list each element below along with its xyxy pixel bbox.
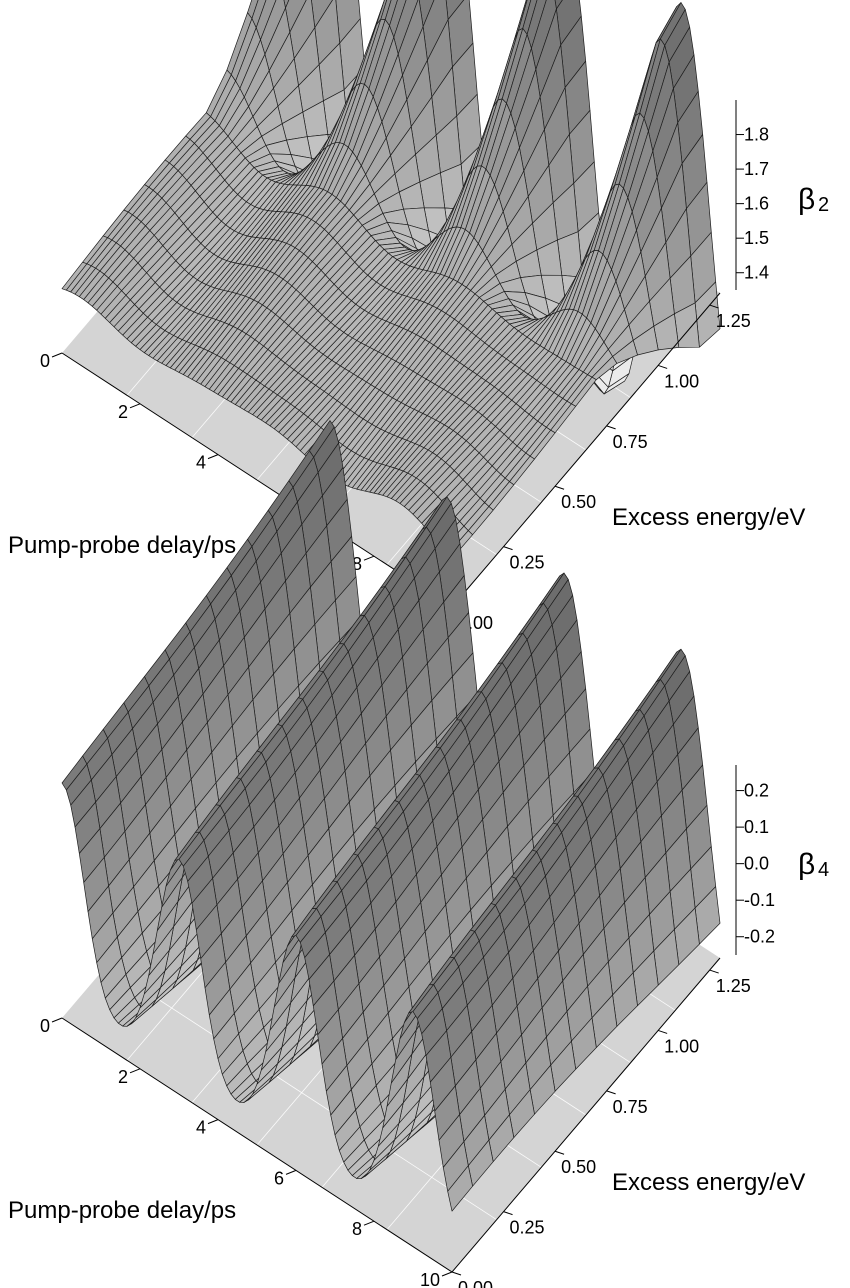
delay-tick-mark xyxy=(207,454,219,460)
energy-tick-label: 1.25 xyxy=(716,976,751,996)
surface-panel-1: 02468100.000.250.500.751.001.251.41.51.6… xyxy=(8,0,829,633)
energy-tick-mark xyxy=(503,546,513,551)
delay-tick-mark xyxy=(51,352,63,358)
energy-axis-title: Excess energy/eV xyxy=(612,1169,805,1196)
energy-tick-label: 0.75 xyxy=(613,432,648,452)
delay-tick-mark xyxy=(129,403,141,409)
energy-tick-mark xyxy=(606,1090,616,1095)
delay-tick-label: 10 xyxy=(420,1270,440,1288)
energy-tick-mark xyxy=(709,969,719,974)
delay-axis-title: Pump-probe delay/ps xyxy=(8,1197,236,1224)
energy-tick-label: 0.25 xyxy=(510,1218,545,1238)
energy-tick-label: 0.25 xyxy=(510,553,545,573)
energy-tick-mark xyxy=(709,304,719,309)
energy-axis-line xyxy=(451,957,721,1273)
delay-tick-mark xyxy=(285,1169,297,1175)
delay-axis-title: Pump-probe delay/ps xyxy=(8,532,236,559)
energy-tick-mark xyxy=(657,1029,668,1034)
z-tick-label: 1.8 xyxy=(744,125,769,145)
energy-axis-line xyxy=(451,292,721,608)
delay-tick-label: 2 xyxy=(118,402,128,422)
surface-mesh xyxy=(61,420,721,1212)
delay-tick-label: 4 xyxy=(196,1118,206,1138)
energy-tick-mark xyxy=(657,364,668,369)
delay-tick-mark xyxy=(441,1271,453,1277)
z-tick-label: -0.1 xyxy=(744,890,775,910)
axes: 0 2 4 6 8 10 0.00 0.25 0.50 0.75 1.00 1.25 0.2 0.1 0.0… xyxy=(40,765,775,1288)
z-tick-label: 0.1 xyxy=(744,817,769,837)
energy-tick-label: 0.50 xyxy=(561,1157,596,1177)
z-tick-label: 1.7 xyxy=(744,159,769,179)
z-axis-subscript: 2 xyxy=(818,194,829,216)
energy-tick-mark xyxy=(606,425,616,430)
delay-axis-line xyxy=(61,352,453,608)
delay-tick-label: 8 xyxy=(352,1219,362,1239)
energy-tick-label: 0.00 xyxy=(458,1278,493,1288)
delay-tick-label: 0 xyxy=(40,1016,50,1036)
z-tick-label: 1.4 xyxy=(744,263,769,283)
z-tick-label: 0.0 xyxy=(744,854,769,874)
energy-axis-title: Excess energy/eV xyxy=(612,504,805,531)
z-tick-label: 1.5 xyxy=(744,228,769,248)
delay-tick-label: 4 xyxy=(196,453,206,473)
z-tick-label: 1.6 xyxy=(744,194,769,214)
delay-axis-line xyxy=(61,1017,453,1273)
energy-tick-mark xyxy=(554,485,565,490)
energy-tick-label: 0.50 xyxy=(561,492,596,512)
surface-panel-2: 0 2 4 6 8 10 0.00 0.25 0.50 0.75 1.00 1.25 0.2 0.1 0.0… xyxy=(8,420,829,1288)
delay-tick-mark xyxy=(51,1017,63,1023)
delay-tick-mark xyxy=(207,1119,219,1125)
z-axis-subscript: 4 xyxy=(818,859,829,881)
z-axis-symbol: β xyxy=(798,848,815,881)
surface-facet xyxy=(447,1165,473,1212)
energy-tick-label: 1.00 xyxy=(664,1036,699,1056)
delay-tick-mark xyxy=(363,1220,375,1226)
energy-tick-label: 0.75 xyxy=(613,1097,648,1117)
delay-tick-label: 8 xyxy=(352,554,362,574)
z-tick-label: -0.2 xyxy=(744,927,775,947)
energy-tick-label: 1.00 xyxy=(664,371,699,391)
delay-tick-mark xyxy=(363,555,375,561)
delay-tick-mark xyxy=(129,1068,141,1074)
delay-tick-label: 0 xyxy=(40,351,50,371)
energy-tick-mark xyxy=(554,1150,565,1155)
energy-tick-mark xyxy=(503,1211,513,1216)
delay-tick-label: 2 xyxy=(118,1067,128,1087)
z-axis-symbol: β xyxy=(798,183,815,216)
surface-mesh xyxy=(61,0,721,559)
energy-tick-mark xyxy=(451,1271,462,1276)
energy-tick-label: 1.25 xyxy=(716,311,751,331)
z-tick-label: 0.2 xyxy=(744,781,769,801)
delay-tick-label: 6 xyxy=(274,1168,284,1188)
